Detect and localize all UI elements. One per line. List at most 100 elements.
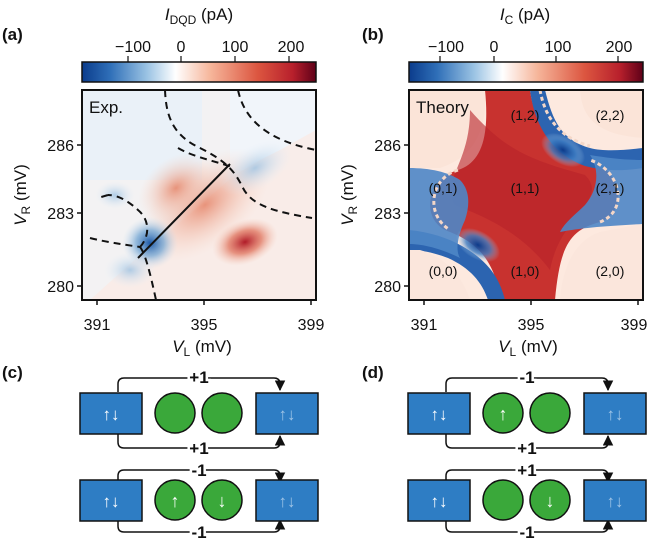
spin-pair-icon: ↑↓ (103, 492, 120, 511)
panel-b-y-axis: 286 283 280 (374, 138, 409, 296)
x-tick-label: 391 (411, 317, 438, 334)
right-lead (583, 479, 647, 522)
panel-a-detuning-line (137, 163, 231, 259)
colorbar-tick: −100 (428, 39, 464, 56)
x-tick-label: 395 (518, 317, 545, 334)
y-tick-label: 286 (47, 138, 74, 155)
left-dot (154, 479, 196, 521)
left-lead (407, 392, 471, 435)
x-tick-label: 391 (84, 317, 111, 334)
transition-label: +1 (517, 461, 536, 480)
colorbar-tick: 0 (490, 39, 499, 56)
panel-b-charge-states: (1,2) (2,2) (0,1) (1,1) (2,1) (0,0) (1,0… (429, 107, 625, 279)
charge-state-label: (1,2) (511, 107, 540, 123)
charge-state-label: (0,0) (429, 263, 458, 279)
charge-state-label: (2,0) (596, 263, 625, 279)
right-dot (529, 392, 571, 434)
charge-state-label: (1,0) (511, 263, 540, 279)
panel-a-corner-label: Exp. (89, 98, 123, 117)
spin-pair-icon: ↑↓ (431, 492, 448, 511)
left-dot (482, 392, 524, 434)
panel-a-colorbar-label: IDQD (pA) (165, 5, 233, 27)
left-lead (407, 479, 471, 522)
right-dot (529, 479, 571, 521)
panel-c-top-diagram: +1 +1 ↑↓ ↑↓ (79, 366, 319, 461)
panel-c-bottom-diagram: -1 -1 ↑↓ ↑↓ ↑ ↓ (79, 459, 319, 540)
panel-d-tag: (d) (362, 363, 384, 382)
x-tick-label: 399 (621, 317, 648, 334)
panel-a-xlabel: VL (mV) (172, 337, 232, 359)
panel-a-y-axis: 286 283 280 (47, 138, 82, 296)
spin-pair-icon: ↑↓ (103, 405, 120, 424)
left-lead (79, 392, 143, 435)
right-lead (583, 392, 647, 435)
y-tick-label: 280 (374, 279, 401, 296)
charge-state-label: (2,2) (596, 107, 625, 123)
spin-down-icon: ↓ (546, 491, 555, 511)
colorbar-tick: 100 (545, 39, 572, 56)
left-dot (154, 392, 196, 434)
colorbar-tick: 200 (606, 39, 633, 56)
charge-state-label: (0,1) (429, 180, 458, 196)
y-tick-label: 286 (374, 138, 401, 155)
left-dot (482, 479, 524, 521)
colorbar-tick: −100 (115, 39, 151, 56)
panel-b-tag: (b) (362, 25, 384, 44)
panel-d: (d) -1 +1 ↑↓ ↑↓ ↑ +1 -1 ↑↓ ↑↓ ↓ (362, 363, 647, 540)
panel-a-dashed-boundaries (89, 90, 316, 300)
panel-b-colorbar-label: IC (pA) (500, 5, 550, 27)
panel-a-x-axis: 391 395 399 (84, 300, 325, 334)
right-dot (201, 392, 243, 434)
spin-pair-icon: ↑↓ (279, 492, 296, 511)
transition-label: +1 (189, 439, 208, 458)
transition-label: -1 (191, 461, 206, 480)
spin-pair-icon: ↑↓ (607, 492, 624, 511)
right-dot (201, 479, 243, 521)
spin-pair-icon: ↑↓ (431, 405, 448, 424)
right-lead (255, 392, 319, 435)
panel-a-colorbar (81, 61, 317, 83)
y-tick-label: 283 (374, 206, 401, 223)
panel-b-heatmap (409, 90, 643, 300)
right-lead (255, 479, 319, 522)
colorbar-tick: 100 (222, 39, 249, 56)
spin-pair-icon: ↑↓ (607, 405, 624, 424)
panel-b-x-axis: 391 395 399 (411, 300, 648, 334)
transition-label: -1 (519, 368, 534, 387)
panel-a-tag: (a) (2, 25, 23, 44)
panel-d-bottom-diagram: +1 -1 ↑↓ ↑↓ ↓ (407, 459, 647, 540)
panel-b-ylabel: VR (mV) (338, 164, 360, 226)
panel-c: (c) +1 +1 ↑↓ ↑↓ -1 -1 ↑↓ ↑↓ ↑ (2, 363, 319, 540)
panel-a-colorbar-ticks: −100 0 100 200 (115, 39, 304, 62)
colorbar-tick: 200 (278, 39, 305, 56)
spin-up-icon: ↑ (171, 491, 180, 511)
charge-state-label: (2,1) (596, 180, 625, 196)
x-tick-label: 395 (191, 317, 218, 334)
panel-b: (b) IC (pA) −100 0 100 200 (338, 5, 647, 359)
panel-c-tag: (c) (2, 363, 23, 382)
y-tick-label: 283 (47, 206, 74, 223)
transition-label: -1 (519, 523, 534, 540)
transition-label: +1 (189, 368, 208, 387)
transition-label: -1 (191, 523, 206, 540)
charge-state-label: (1,1) (511, 180, 540, 196)
left-lead (79, 479, 143, 522)
panel-a-ylabel: VR (mV) (11, 164, 33, 226)
x-tick-label: 399 (298, 317, 325, 334)
panel-b-frame (408, 89, 644, 301)
panel-b-colorbar-ticks: −100 0 100 200 (428, 39, 632, 62)
panel-b-colorbar (408, 61, 644, 83)
panel-b-xlabel: VL (mV) (498, 337, 558, 359)
colorbar-tick: 0 (177, 39, 186, 56)
panel-a: (a) IDQD (pA) −100 0 100 200 (2, 5, 324, 359)
panel-a-heatmap (82, 90, 316, 300)
spin-up-icon: ↑ (499, 404, 508, 424)
panel-a-frame (81, 89, 317, 301)
panel-d-top-diagram: -1 +1 ↑↓ ↑↓ ↑ (407, 366, 647, 461)
spin-pair-icon: ↑↓ (279, 405, 296, 424)
panel-b-corner-label: Theory (416, 98, 469, 117)
transition-label: +1 (517, 439, 536, 458)
spin-down-icon: ↓ (218, 491, 227, 511)
y-tick-label: 280 (47, 279, 74, 296)
